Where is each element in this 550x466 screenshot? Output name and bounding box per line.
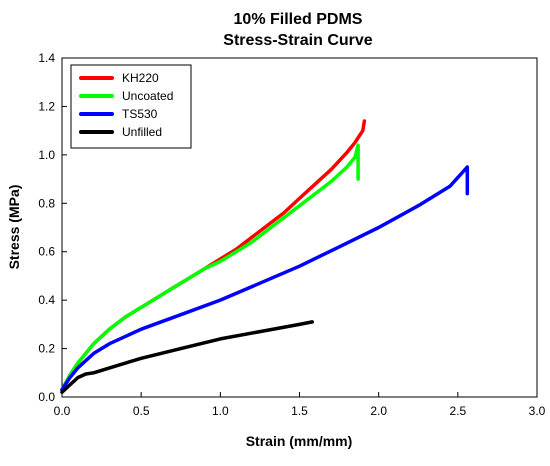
x-tick-label: 0.5 [133,404,150,418]
x-tick-label: 0.0 [54,404,71,418]
x-tick-label: 1.5 [291,404,308,418]
y-tick-label: 0.4 [38,293,55,307]
series-lines [60,119,470,394]
y-tick-label: 0.6 [38,245,55,259]
x-tick-label: 2.5 [449,404,466,418]
x-tick-label: 2.0 [370,404,387,418]
x-axis-ticks: 0.0 0.5 1.0 1.5 2.0 2.5 3.0 [54,392,546,418]
legend-label-unfilled: Unfilled [122,125,162,139]
legend: KH220 Uncoated TS530 Unfilled [70,64,192,149]
legend-label-kh220: KH220 [122,71,159,85]
series-line-ts530 [60,165,470,392]
series-line-uncoated [60,143,360,392]
y-tick-label: 0.8 [38,196,55,210]
y-axis-ticks: 0.0 0.2 0.4 0.6 0.8 1.0 1.2 1.4 [38,51,67,404]
y-axis-label: Stress (MPa) [6,185,22,270]
y-tick-label: 0.2 [38,342,55,356]
y-tick-label: 0.0 [38,390,55,404]
y-tick-label: 1.4 [38,51,55,65]
legend-label-ts530: TS530 [122,107,158,121]
y-tick-label: 1.2 [38,99,55,113]
y-tick-label: 1.0 [38,148,55,162]
x-tick-label: 1.0 [212,404,229,418]
legend-label-uncoated: Uncoated [122,89,173,103]
x-axis-label: Strain (mm/mm) [246,433,353,449]
series-line-unfilled [60,320,314,394]
chart-title-line-1: 10% Filled PDMS [234,11,363,28]
chart-title-line-2: Stress-Strain Curve [223,32,372,49]
x-tick-label: 3.0 [529,404,546,418]
